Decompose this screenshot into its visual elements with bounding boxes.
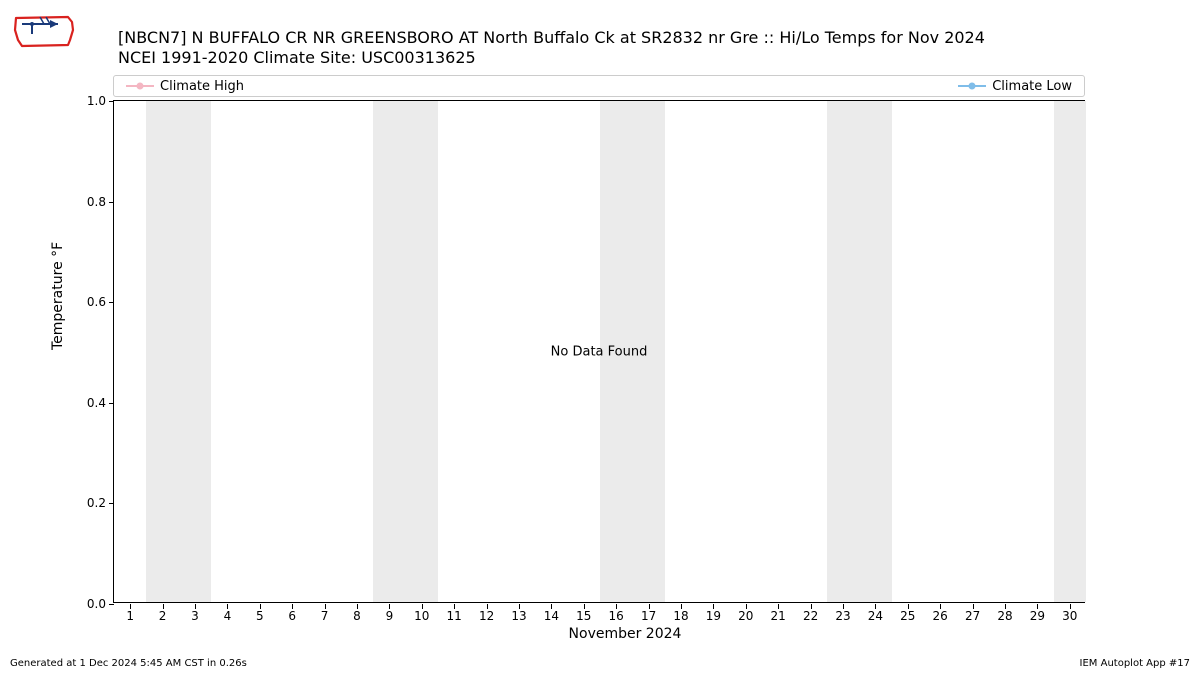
- footer-app: IEM Autoplot App #17: [1080, 658, 1190, 669]
- ytick-mark: [109, 302, 114, 303]
- ytick-mark: [109, 101, 114, 102]
- xtick-label: 28: [997, 609, 1012, 623]
- legend-item-high: Climate High: [126, 79, 244, 94]
- xtick-label: 20: [738, 609, 753, 623]
- footer-generated: Generated at 1 Dec 2024 5:45 AM CST in 0…: [10, 658, 247, 669]
- xtick-label: 9: [386, 609, 394, 623]
- xtick-label: 18: [673, 609, 688, 623]
- xtick-label: 10: [414, 609, 429, 623]
- xtick-label: 7: [321, 609, 329, 623]
- xtick-label: 30: [1062, 609, 1077, 623]
- xtick-label: 12: [479, 609, 494, 623]
- legend-label-low: Climate Low: [992, 79, 1072, 94]
- xtick-label: 15: [576, 609, 591, 623]
- legend: Climate High Climate Low: [113, 75, 1085, 97]
- xtick-label: 3: [191, 609, 199, 623]
- xtick-label: 19: [706, 609, 721, 623]
- ytick-mark: [109, 403, 114, 404]
- xtick-label: 13: [511, 609, 526, 623]
- xtick-label: 5: [256, 609, 264, 623]
- ytick-label: 0.8: [66, 195, 106, 209]
- ytick-label: 0.2: [66, 496, 106, 510]
- xtick-label: 8: [353, 609, 361, 623]
- ytick-label: 0.4: [66, 396, 106, 410]
- weekend-band: [146, 101, 211, 602]
- title-line2: NCEI 1991-2020 Climate Site: USC00313625: [118, 48, 985, 68]
- ytick-label: 0.6: [66, 295, 106, 309]
- xtick-label: 14: [544, 609, 559, 623]
- ytick-mark: [109, 503, 114, 504]
- x-axis-label: November 2024: [0, 626, 1200, 642]
- chart-title: [NBCN7] N BUFFALO CR NR GREENSBORO AT No…: [118, 28, 985, 68]
- ytick-label: 0.0: [66, 597, 106, 611]
- legend-marker-low: [958, 80, 986, 92]
- xtick-label: 2: [159, 609, 167, 623]
- weekend-band: [1054, 101, 1086, 602]
- xtick-label: 24: [868, 609, 883, 623]
- y-axis-label: Temperature °F: [50, 242, 66, 350]
- title-line1: [NBCN7] N BUFFALO CR NR GREENSBORO AT No…: [118, 28, 985, 48]
- legend-label-high: Climate High: [160, 79, 244, 94]
- xtick-label: 11: [447, 609, 462, 623]
- xtick-label: 27: [965, 609, 980, 623]
- xtick-label: 4: [224, 609, 232, 623]
- legend-marker-high: [126, 80, 154, 92]
- chart-plot-area: No Data Found 0.00.20.40.60.81.012345678…: [113, 100, 1085, 603]
- xtick-label: 26: [933, 609, 948, 623]
- xtick-label: 17: [641, 609, 656, 623]
- iem-logo: [10, 10, 80, 50]
- xtick-label: 21: [771, 609, 786, 623]
- xtick-label: 6: [288, 609, 296, 623]
- no-data-text: No Data Found: [551, 344, 648, 359]
- xtick-label: 16: [609, 609, 624, 623]
- xtick-label: 23: [835, 609, 850, 623]
- legend-item-low: Climate Low: [958, 79, 1072, 94]
- xtick-label: 29: [1030, 609, 1045, 623]
- xtick-label: 22: [803, 609, 818, 623]
- weekend-band: [827, 101, 892, 602]
- xtick-label: 25: [900, 609, 915, 623]
- ytick-mark: [109, 202, 114, 203]
- ytick-label: 1.0: [66, 94, 106, 108]
- weekend-band: [373, 101, 438, 602]
- xtick-label: 1: [126, 609, 134, 623]
- ytick-mark: [109, 604, 114, 605]
